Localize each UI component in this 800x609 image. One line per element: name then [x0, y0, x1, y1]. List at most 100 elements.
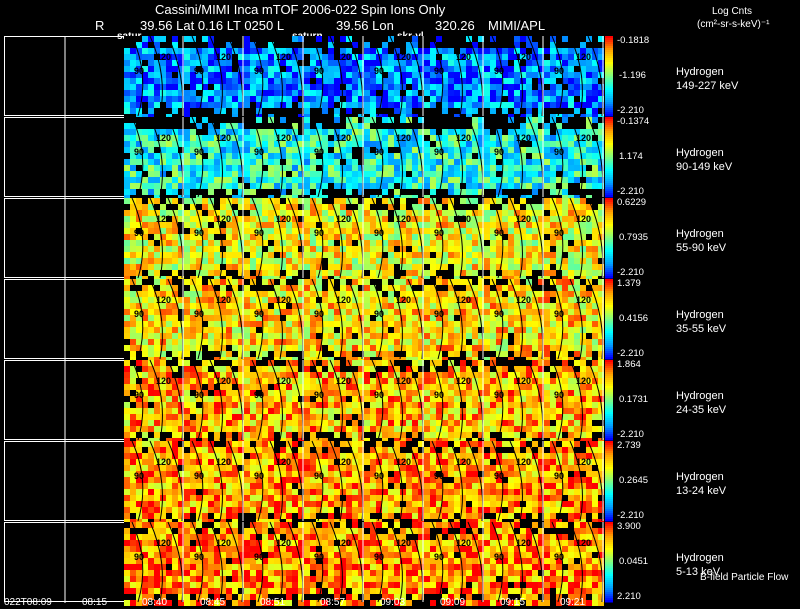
heatmap-cell: [394, 333, 400, 339]
heatmap-cell: [322, 222, 328, 228]
heatmap-cell: [382, 351, 388, 357]
heatmap-cell: [340, 414, 346, 420]
heatmap-cell: [142, 183, 148, 189]
heatmap-cell: [364, 246, 370, 252]
heatmap-cell: [232, 321, 238, 327]
heatmap-cell: [388, 390, 394, 396]
heatmap-cell: [508, 141, 514, 147]
heatmap-cell: [562, 345, 568, 351]
heatmap-cell: [358, 66, 364, 72]
heatmap-cell: [244, 402, 250, 408]
heatmap-cell: [532, 378, 538, 384]
heatmap-cell: [508, 408, 514, 414]
heatmap-cell: [562, 222, 568, 228]
heatmap-cell: [232, 153, 238, 159]
heatmap-cell: [280, 264, 286, 270]
heatmap-cell: [166, 210, 172, 216]
heatmap-cell: [352, 123, 358, 129]
heatmap-cell: [436, 321, 442, 327]
heatmap-cell: [526, 309, 532, 315]
heatmap-cell: [466, 147, 472, 153]
heatmap-cell: [268, 228, 274, 234]
heatmap-cell: [484, 216, 490, 222]
heatmap-cell: [358, 165, 364, 171]
heatmap-cell: [586, 72, 592, 78]
heatmap-cell: [208, 129, 214, 135]
heatmap-cell: [484, 129, 490, 135]
heatmap-cell: [370, 135, 376, 141]
heatmap-cell: [250, 246, 256, 252]
heatmap-cell: [478, 222, 484, 228]
heatmap-cell: [286, 333, 292, 339]
heatmap-cell: [154, 252, 160, 258]
heatmap-cell: [268, 333, 274, 339]
heatmap-cell: [352, 246, 358, 252]
heatmap-cell: [340, 378, 346, 384]
heatmap-cell: [214, 216, 220, 222]
heatmap-cell: [430, 402, 436, 408]
heatmap-cell: [418, 297, 424, 303]
heatmap-cell: [322, 204, 328, 210]
heatmap-cell: [244, 147, 250, 153]
heatmap-cell: [532, 345, 538, 351]
heatmap-cell: [262, 414, 268, 420]
heatmap-cell: [412, 147, 418, 153]
heatmap-cell: [526, 297, 532, 303]
heatmap-cell: [136, 426, 142, 432]
heatmap-cell: [310, 54, 316, 60]
heatmap-cell: [448, 258, 454, 264]
contour-line: [371, 197, 384, 279]
heatmap-cell: [280, 84, 286, 90]
heatmap-cell: [280, 129, 286, 135]
heatmap-cell: [442, 345, 448, 351]
heatmap-cell: [274, 135, 280, 141]
heatmap-cell: [244, 378, 250, 384]
heatmap-cell: [478, 258, 484, 264]
heatmap-cell: [586, 378, 592, 384]
heatmap-cell: [238, 147, 244, 153]
heatmap-cell: [412, 420, 418, 426]
heatmap-cell: [574, 297, 580, 303]
heatmap-cell: [124, 228, 130, 234]
heatmap-cell: [358, 204, 364, 210]
heatmap-cell: [148, 102, 154, 108]
heatmap-cell: [220, 279, 226, 285]
heatmap-cell: [490, 177, 496, 183]
heatmap-cell: [574, 258, 580, 264]
heatmap-cell: [196, 240, 202, 246]
heatmap-cell: [412, 270, 418, 276]
heatmap-cell: [220, 309, 226, 315]
heatmap-cell: [166, 321, 172, 327]
heatmap-cell: [196, 222, 202, 228]
heatmap-cell: [370, 102, 376, 108]
heatmap-cell: [472, 309, 478, 315]
heatmap-cell: [142, 36, 148, 42]
heatmap-cell: [382, 327, 388, 333]
heatmap-cell: [268, 378, 274, 384]
heatmap-cell: [454, 66, 460, 72]
heatmap-cell: [202, 246, 208, 252]
heatmap-cell: [400, 129, 406, 135]
heatmap-cell: [424, 198, 430, 204]
heatmap-cell: [346, 171, 352, 177]
heatmap-cell: [532, 360, 538, 366]
heatmap-cell: [310, 66, 316, 72]
heatmap-cell: [418, 339, 424, 345]
heatmap-cell: [208, 402, 214, 408]
heatmap-cell: [382, 309, 388, 315]
heatmap-cell: [508, 378, 514, 384]
heatmap-cell: [358, 270, 364, 276]
heatmap-cell: [334, 165, 340, 171]
colorbar-segment: [605, 226, 613, 229]
heatmap-cell: [400, 264, 406, 270]
heatmap-cell: [460, 90, 466, 96]
heatmap-cell: [292, 372, 298, 378]
heatmap-cell: [226, 414, 232, 420]
heatmap-cell: [580, 147, 586, 153]
heatmap-cell: [508, 90, 514, 96]
heatmap-cell: [334, 291, 340, 297]
heatmap-cell: [580, 291, 586, 297]
heatmap-cell: [136, 264, 142, 270]
heatmap-cell: [124, 189, 130, 195]
